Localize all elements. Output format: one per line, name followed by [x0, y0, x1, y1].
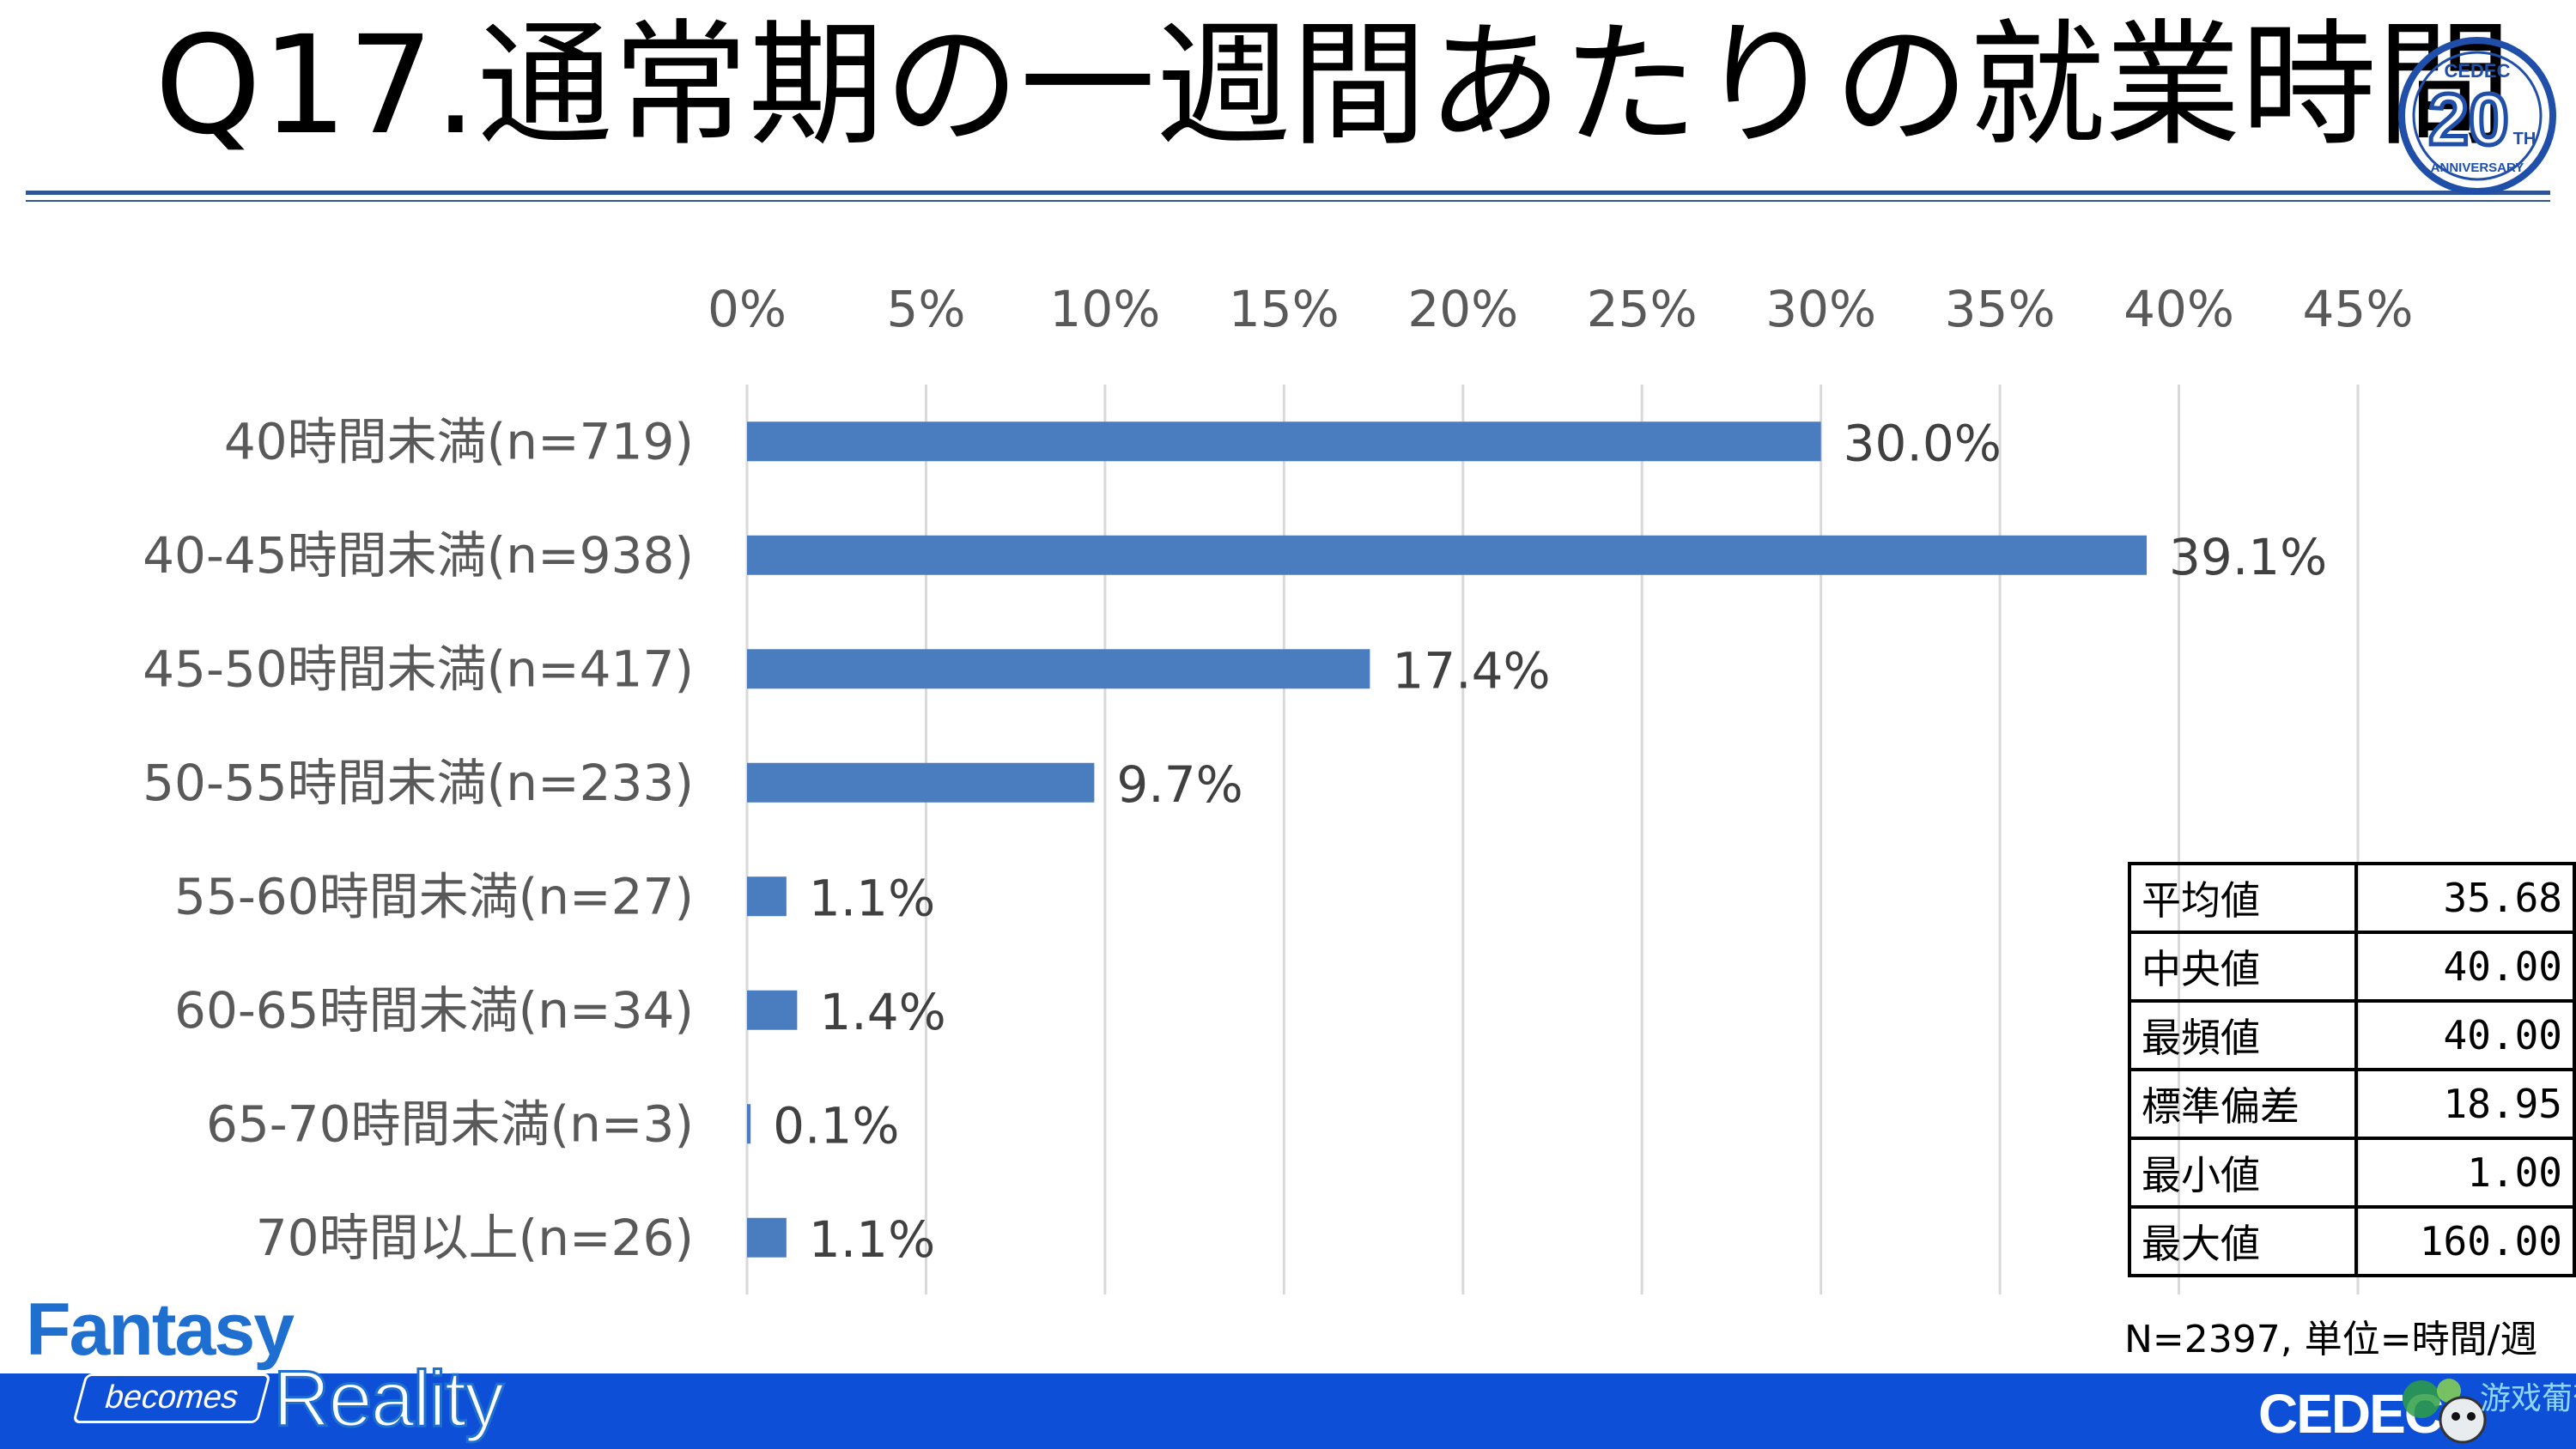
x-tick-label: 30% — [1765, 280, 1876, 338]
logo-top-text: CEDEC — [2444, 60, 2510, 82]
category-label: 40時間未満(n=719) — [224, 412, 694, 470]
logo-bottom-text: ANNIVERSARY — [2431, 161, 2524, 175]
stats-label: 平均値 — [2128, 862, 2358, 934]
category-label: 45-50時間未満(n=417) — [143, 640, 694, 698]
data-label: 17.4% — [1392, 641, 1550, 700]
stats-row: 最頻値 40.00 — [2128, 999, 2576, 1071]
bar — [747, 1217, 787, 1258]
stats-row: 中央値 40.00 — [2128, 931, 2576, 1003]
sample-note: N=2397, 単位=時間/週 — [2124, 1318, 2538, 1361]
stats-row: 平均値 35.68 — [2128, 862, 2576, 934]
category-label: 50-55時間未満(n=233) — [143, 754, 694, 812]
page-title: Q17.通常期の一週間あたりの就業時間 — [155, 7, 2512, 165]
stats-row: 標準偏差 18.95 — [2128, 1068, 2576, 1140]
category-label: 40-45時間未満(n=938) — [143, 526, 694, 585]
x-tick-label: 20% — [1407, 280, 1518, 338]
stats-value: 160.00 — [2354, 1205, 2576, 1277]
data-label: 9.7% — [1116, 755, 1242, 814]
x-tick-label: 35% — [1945, 280, 2056, 338]
stats-label: 中央値 — [2128, 931, 2358, 1003]
logo-number: 20 — [2428, 79, 2508, 160]
x-axis-ticks: 0% 5% 10% 15% 20% 25% 30% 35% 40% 45% — [708, 280, 2413, 338]
x-tick-label: 15% — [1229, 280, 1340, 338]
data-label: 1.1% — [809, 1210, 935, 1269]
category-label: 70時間以上(n=26) — [256, 1209, 694, 1267]
x-tick-label: 10% — [1049, 280, 1160, 338]
stats-label: 最頻値 — [2128, 999, 2358, 1071]
data-label: 1.4% — [819, 983, 945, 1041]
title-divider — [26, 191, 2550, 195]
logo-suffix: TH — [2513, 130, 2537, 149]
summary-stats-table: 平均値 35.68 中央値 40.00 最頻値 40.00 標準偏差 18.95 最小値 1.00… — [2128, 862, 2576, 1277]
data-label: 1.1% — [809, 869, 935, 927]
x-tick-label: 45% — [2303, 280, 2414, 338]
bar — [747, 876, 787, 917]
stats-value: 1.00 — [2354, 1137, 2576, 1209]
watermark-icon — [2403, 1379, 2487, 1444]
bar — [747, 990, 798, 1030]
brand-becomes: becomes — [72, 1373, 271, 1423]
x-tick-label: 5% — [886, 280, 965, 338]
bar — [747, 1104, 751, 1144]
data-label: 39.1% — [2169, 528, 2327, 586]
bar — [747, 649, 1370, 689]
stats-label: 最大値 — [2128, 1205, 2358, 1277]
data-label: 0.1% — [773, 1096, 899, 1155]
stats-value: 40.00 — [2354, 999, 2576, 1071]
stats-value: 35.68 — [2354, 862, 2576, 934]
bar — [747, 535, 2148, 575]
title-divider-thin — [26, 200, 2550, 202]
stats-value: 18.95 — [2354, 1068, 2576, 1140]
bar — [747, 762, 1095, 803]
category-label: 55-60時間未満(n=27) — [174, 867, 694, 925]
stats-row: 最大値 160.00 — [2128, 1205, 2576, 1277]
gridlines — [745, 385, 2360, 1294]
logo-ring — [2398, 37, 2556, 195]
brand-fantasy: Fantasy — [26, 1288, 295, 1371]
brand-reality: Reality — [271, 1355, 505, 1445]
stats-row: 最小値 1.00 — [2128, 1137, 2576, 1209]
x-tick-label: 40% — [2123, 280, 2234, 338]
footer-bar — [0, 1373, 2576, 1449]
data-labels: 30.0% 39.1% 17.4% 9.7% 1.1% 1.4% 0.1% 1.1% — [773, 414, 2327, 1269]
x-tick-label: 25% — [1587, 280, 1698, 338]
data-label: 30.0% — [1844, 414, 2002, 472]
stats-label: 標準偏差 — [2128, 1068, 2358, 1140]
stats-value: 40.00 — [2354, 931, 2576, 1003]
logo-inner-ring — [2412, 51, 2543, 181]
watermark-text: 游戏葡萄 — [2480, 1381, 2576, 1416]
category-labels: 40時間未満(n=719) 40-45時間未満(n=938) 45-50時間未満(n… — [143, 412, 694, 1267]
x-tick-label: 0% — [708, 280, 787, 338]
cedec-20th-anniversary-logo: CEDEC 20 TH ANNIVERSARY — [2398, 37, 2556, 195]
bar — [747, 421, 1821, 462]
stats-label: 最小値 — [2128, 1137, 2358, 1209]
category-label: 65-70時間未満(n=3) — [206, 1094, 694, 1153]
category-label: 60-65時間未満(n=34) — [174, 981, 694, 1040]
bars — [747, 421, 2148, 1258]
